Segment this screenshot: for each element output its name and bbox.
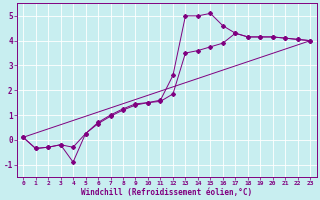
X-axis label: Windchill (Refroidissement éolien,°C): Windchill (Refroidissement éolien,°C) xyxy=(81,188,252,197)
